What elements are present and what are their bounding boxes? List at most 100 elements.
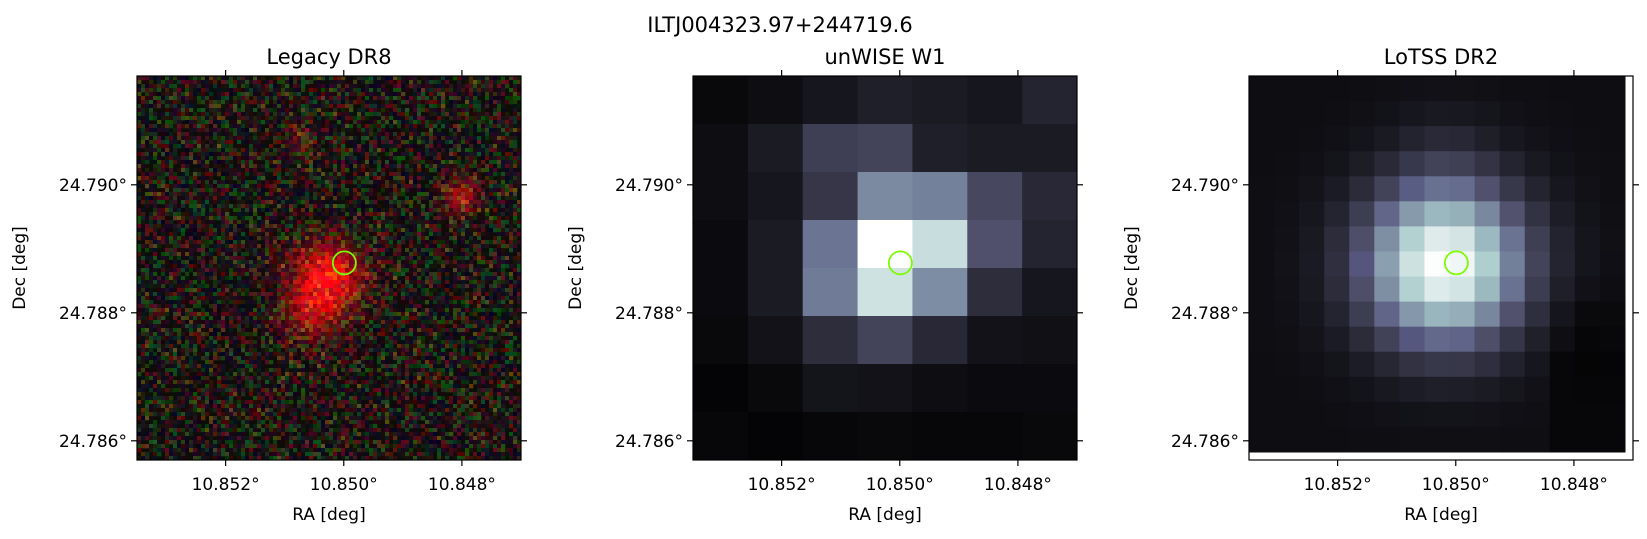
image-pixel: [1399, 401, 1425, 428]
image-pixel: [1374, 101, 1400, 127]
image-pixel: [1524, 351, 1551, 378]
image-pixel: [1324, 76, 1350, 102]
image-pixel: [1474, 126, 1501, 152]
image-pixel: [1424, 326, 1451, 353]
image-pixel: [1349, 126, 1375, 152]
image-pixel: [1524, 76, 1551, 102]
x-tick-label: 10.848°: [1540, 475, 1608, 495]
image-pixel: [1022, 316, 1078, 365]
image-pixel: [1499, 201, 1526, 227]
image-pixel: [1249, 101, 1275, 127]
image-pixel: [1324, 151, 1350, 177]
image-pixel: [1524, 401, 1551, 428]
image-pixel: [1399, 201, 1425, 227]
image-pixel: [1474, 301, 1501, 328]
image-pixel: [747, 268, 804, 317]
image-pixel: [1299, 326, 1325, 353]
x-axis-label: RA [deg]: [848, 505, 921, 525]
image-pixel: [1374, 376, 1400, 403]
image-pixel: [1324, 176, 1350, 202]
image-pixel: [1499, 151, 1526, 177]
image-pixel: [912, 412, 968, 461]
image-pixel: [1524, 226, 1551, 252]
image-pixel: [1022, 172, 1078, 221]
image-pixel: [1574, 101, 1601, 127]
image-pixel: [1274, 301, 1300, 328]
image-pixel: [1549, 101, 1576, 127]
image-pixel: [693, 220, 749, 269]
image-pixel: [1449, 326, 1476, 353]
image-pixel: [1299, 301, 1325, 328]
image-pixel: [1424, 176, 1451, 202]
image-pixel: [1599, 251, 1626, 278]
image-pixel: [1424, 76, 1451, 102]
image-pixel: [1274, 176, 1300, 202]
y-tick-label: 24.788°: [59, 304, 127, 324]
image-pixel: [802, 220, 859, 269]
image-pixel: [1299, 401, 1325, 428]
image-pixel: [1474, 426, 1501, 453]
image-pixel: [1299, 226, 1325, 252]
image-pixel: [912, 124, 968, 173]
image-pixel: [1274, 326, 1300, 353]
image-pixel: [747, 412, 804, 461]
image-pixel: [1349, 276, 1375, 303]
image-pixel: [1022, 76, 1078, 125]
image-pixel: [1349, 201, 1375, 227]
image-pixel: [1324, 351, 1350, 378]
image-pixel: [1599, 326, 1626, 353]
image-pixel: [1449, 376, 1476, 403]
image-pixel: [1524, 426, 1551, 453]
image-pixel: [1399, 101, 1425, 127]
image-pixel: [1574, 151, 1601, 177]
y-axis-label: Dec [deg]: [10, 226, 30, 310]
image-pixel: [693, 268, 749, 317]
image-pixel: [1249, 401, 1275, 428]
image-pixel: [857, 268, 913, 317]
image-pixel: [1499, 301, 1526, 328]
image-pixel: [1349, 326, 1375, 353]
image-pixel: [1524, 101, 1551, 127]
x-tick-label: 10.852°: [192, 475, 260, 495]
image-pixel: [857, 124, 913, 173]
image-pixel: [1399, 126, 1425, 152]
image-pixel: [1599, 226, 1626, 252]
image-pixel: [1499, 76, 1526, 102]
image-pixel: [747, 316, 804, 365]
image-pixel: [1374, 226, 1400, 252]
image-pixel: [802, 172, 859, 221]
source-marker: [331, 250, 357, 276]
image-pixel: [802, 124, 859, 173]
source-marker: [1443, 250, 1469, 276]
image-pixel: [1022, 412, 1078, 461]
y-tick-label: 24.788°: [1171, 304, 1239, 324]
image-pixel: [1299, 351, 1325, 378]
image-pixel: [1374, 426, 1400, 453]
image-pixel: [857, 316, 913, 365]
image-pixel: [1349, 351, 1375, 378]
image-pixel: [1374, 276, 1400, 303]
image-pixel: [1299, 251, 1325, 278]
image-pixel: [1449, 126, 1476, 152]
image-pixel: [1574, 251, 1601, 278]
image-pixel: [1574, 401, 1601, 428]
image-pixel: [1249, 251, 1275, 278]
image-pixel: [1524, 326, 1551, 353]
image-pixel: [1474, 351, 1501, 378]
image-pixel: [1249, 226, 1275, 252]
y-tick-label: 24.790°: [59, 176, 127, 196]
image-pixel: [1449, 151, 1476, 177]
image-pixel: [1022, 124, 1078, 173]
image-pixel: [1249, 201, 1275, 227]
image-pixel: [1599, 151, 1626, 177]
image-pixel: [1474, 376, 1501, 403]
image-pixel: [1599, 76, 1626, 102]
image-pixel: [1374, 326, 1400, 353]
image-pixel: [1324, 126, 1350, 152]
image-pixel: [1574, 426, 1601, 453]
image-pixel: [1324, 376, 1350, 403]
image-pixel: [1299, 376, 1325, 403]
image-pixel: [1549, 126, 1576, 152]
image-pixel: [1449, 226, 1476, 252]
image-3: [1249, 76, 1626, 453]
